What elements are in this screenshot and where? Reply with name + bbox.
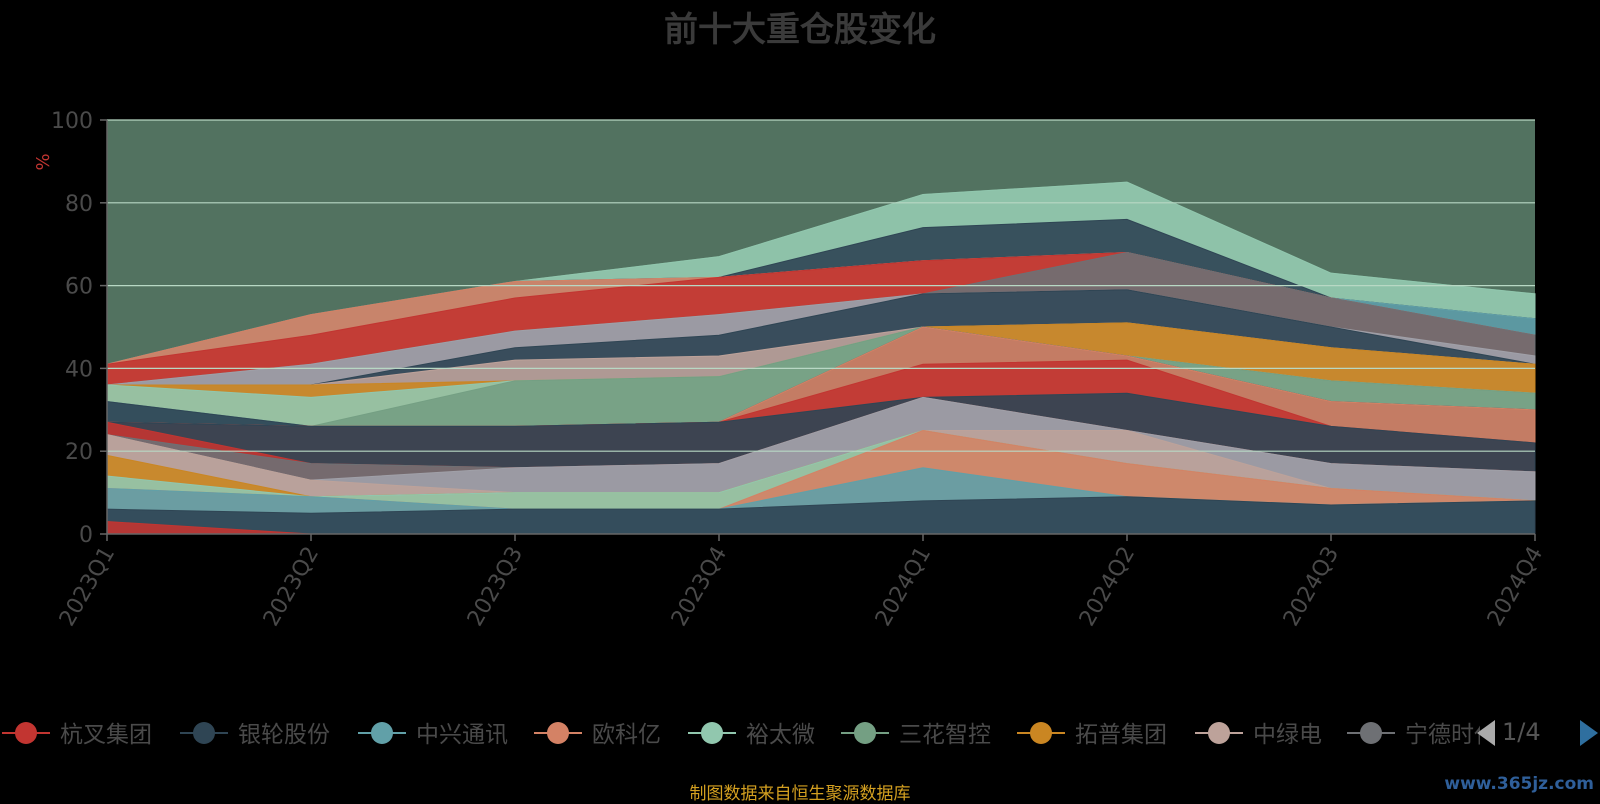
x-tick-label-7: 2024Q4 bbox=[1483, 543, 1548, 631]
legend-item-5[interactable]: 三花智控 bbox=[841, 722, 991, 748]
y-tick-label-2: 40 bbox=[65, 357, 93, 382]
x-tick-label-3: 2023Q4 bbox=[667, 543, 732, 631]
legend-marker-7 bbox=[1208, 722, 1230, 744]
legend-item-1[interactable]: 银轮股份 bbox=[180, 722, 330, 748]
area-band-26 bbox=[106, 496, 1536, 535]
x-tick-label-4: 2024Q1 bbox=[871, 543, 936, 631]
legend-label-1: 银轮股份 bbox=[238, 722, 330, 748]
legend-label-5: 三花智控 bbox=[899, 722, 991, 748]
x-tick-label-0: 2023Q1 bbox=[55, 543, 120, 631]
x-tick-label-2: 2023Q3 bbox=[463, 543, 528, 631]
legend-next-button[interactable] bbox=[1578, 718, 1600, 754]
legend-item-7[interactable]: 中绿电 bbox=[1195, 722, 1322, 748]
legend-marker-1 bbox=[193, 722, 215, 744]
triangle-right-icon bbox=[1580, 720, 1598, 746]
area-bands bbox=[106, 181, 1536, 535]
legend-label-8: 宁德时代 bbox=[1405, 722, 1497, 748]
y-tick-label-5: 100 bbox=[51, 109, 93, 134]
chart-title: 前十大重仓股变化 bbox=[664, 10, 936, 50]
legend-label-3: 欧科亿 bbox=[592, 722, 661, 748]
legend-label-0: 杭叉集团 bbox=[60, 722, 152, 748]
legend-marker-5 bbox=[854, 722, 876, 744]
legend-marker-0 bbox=[15, 722, 37, 744]
legend-marker-6 bbox=[1030, 722, 1052, 744]
legend-item-4[interactable]: 裕太微 bbox=[688, 722, 815, 748]
x-tick-label-6: 2024Q3 bbox=[1279, 543, 1344, 631]
legend-item-8[interactable]: 宁德时代 bbox=[1347, 722, 1497, 748]
legend-item-6[interactable]: 拓普集团 bbox=[1017, 722, 1167, 748]
watermark: www.365jz.com bbox=[1444, 774, 1594, 794]
legend-label-6: 拓普集团 bbox=[1075, 722, 1167, 748]
legend-marker-3 bbox=[547, 722, 569, 744]
y-tick-label-3: 60 bbox=[65, 275, 93, 300]
x-tick-label-5: 2024Q2 bbox=[1075, 543, 1140, 631]
legend-prev-button[interactable] bbox=[1475, 718, 1497, 754]
legend-marker-2 bbox=[371, 722, 393, 744]
x-tick-label-1: 2023Q2 bbox=[259, 543, 324, 631]
y-tick-label-0: 0 bbox=[79, 523, 93, 548]
legend-item-3[interactable]: 欧科亿 bbox=[534, 722, 661, 748]
triangle-left-icon bbox=[1477, 720, 1495, 746]
legend-item-2[interactable]: 中兴通讯 bbox=[358, 722, 508, 748]
y-tick-label-1: 20 bbox=[65, 440, 93, 465]
legend-label-4: 裕太微 bbox=[746, 722, 815, 748]
grid-lines bbox=[107, 119, 1535, 452]
legend: 杭叉集团 银轮股份 中兴通讯 欧科亿 裕太微 三花智控 拓普集团 中绿电 宁德时代 bbox=[2, 722, 1497, 748]
y-axis-label: % bbox=[33, 153, 54, 170]
legend-page-indicator: 1/4 bbox=[1502, 718, 1541, 746]
y-tick-label-4: 80 bbox=[65, 192, 93, 217]
legend-label-7: 中绿电 bbox=[1253, 722, 1322, 748]
legend-marker-4 bbox=[701, 722, 723, 744]
legend-marker-8 bbox=[1360, 722, 1382, 744]
legend-item-0[interactable]: 杭叉集团 bbox=[2, 722, 152, 748]
legend-label-2: 中兴通讯 bbox=[416, 722, 508, 748]
data-source-note: 制图数据来自恒生聚源数据库 bbox=[689, 784, 911, 804]
